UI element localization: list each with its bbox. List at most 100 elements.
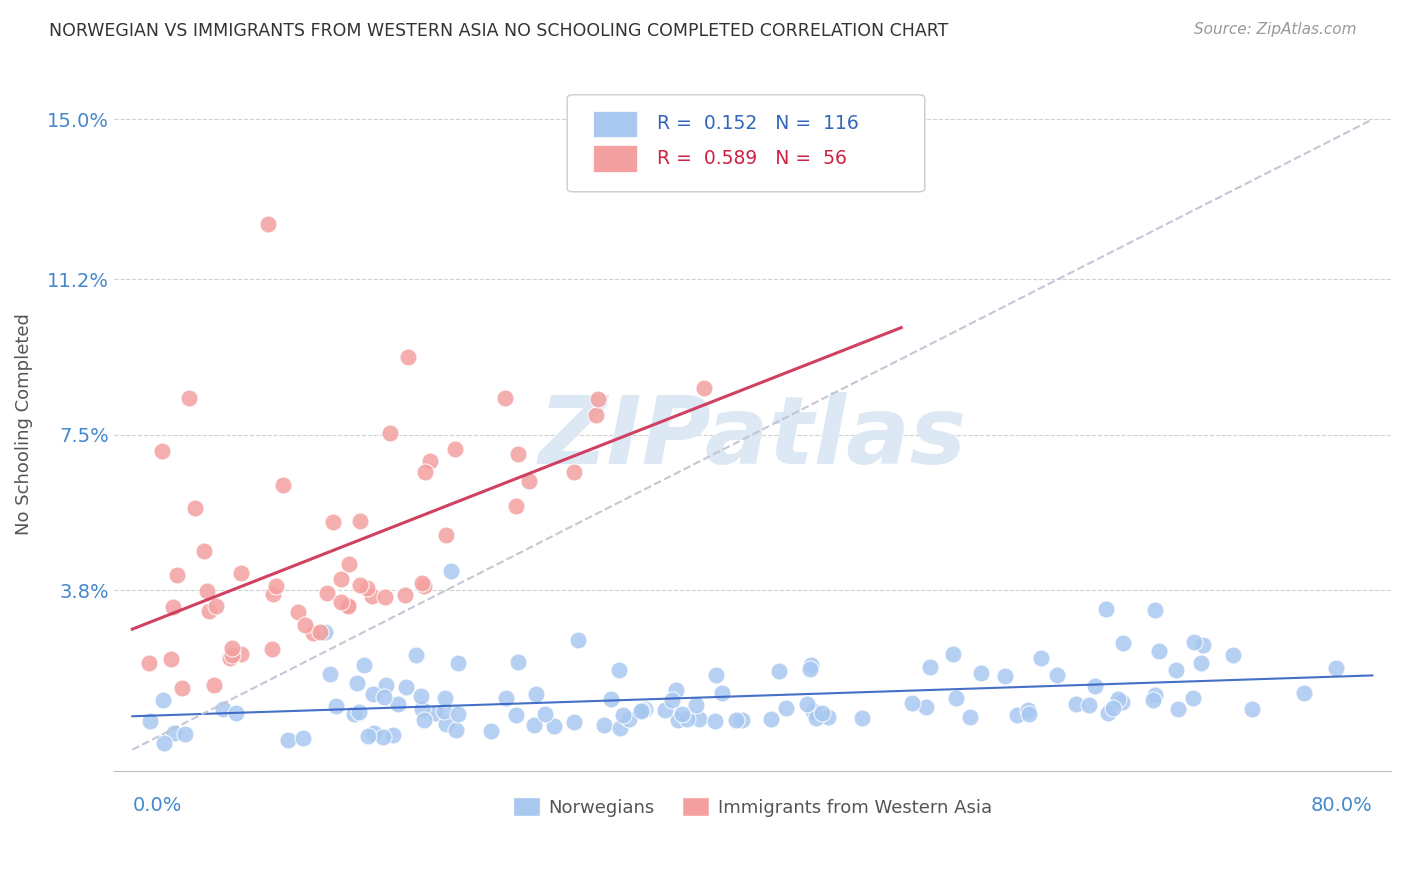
Point xyxy=(543,719,565,733)
Point xyxy=(494,391,516,405)
Point xyxy=(211,702,233,716)
Point xyxy=(1294,685,1316,699)
Point xyxy=(260,642,283,657)
Point xyxy=(357,729,380,743)
Point xyxy=(517,474,540,488)
Point xyxy=(373,690,395,705)
Legend: Norwegians, Immigrants from Western Asia: Norwegians, Immigrants from Western Asia xyxy=(505,790,1000,824)
Point xyxy=(308,625,330,640)
Point xyxy=(599,692,621,706)
Point xyxy=(523,718,546,732)
Point xyxy=(688,712,710,726)
Point xyxy=(375,678,398,692)
Point xyxy=(508,447,530,461)
Point xyxy=(138,656,160,670)
Point xyxy=(153,735,176,749)
Point xyxy=(1164,664,1187,678)
Point xyxy=(1111,695,1133,709)
Point xyxy=(1107,692,1129,706)
Point xyxy=(704,714,727,728)
Point xyxy=(440,564,463,578)
Point xyxy=(1142,693,1164,707)
Point xyxy=(411,702,433,716)
Point xyxy=(349,578,371,592)
Point xyxy=(693,381,716,395)
Point xyxy=(413,713,436,727)
FancyBboxPatch shape xyxy=(567,95,925,192)
Point xyxy=(1192,638,1215,652)
Point xyxy=(162,599,184,614)
Point xyxy=(851,710,873,724)
Point xyxy=(411,576,433,591)
Point xyxy=(479,723,502,738)
Point xyxy=(434,716,457,731)
Point xyxy=(668,714,690,728)
Point xyxy=(412,579,434,593)
Point xyxy=(152,693,174,707)
Point xyxy=(631,703,654,717)
Point xyxy=(170,681,193,695)
Point xyxy=(343,706,366,721)
Point xyxy=(914,699,936,714)
Point xyxy=(806,711,828,725)
Point xyxy=(1031,651,1053,665)
Text: R =  0.589   N =  56: R = 0.589 N = 56 xyxy=(657,149,846,168)
Point xyxy=(221,641,243,656)
Point xyxy=(1017,703,1039,717)
Point xyxy=(444,442,467,456)
Point xyxy=(336,598,359,612)
Point xyxy=(661,693,683,707)
Point xyxy=(271,478,294,492)
Point xyxy=(801,704,824,718)
Point xyxy=(811,706,834,720)
Point xyxy=(330,572,353,586)
Point xyxy=(609,721,631,735)
Point xyxy=(433,704,456,718)
Bar xyxy=(593,111,637,137)
Point xyxy=(506,655,529,669)
Point xyxy=(1241,702,1264,716)
Point xyxy=(330,595,353,609)
Point xyxy=(619,713,641,727)
Point xyxy=(138,714,160,728)
Point xyxy=(419,453,441,467)
Text: ZIPatlas: ZIPatlas xyxy=(538,392,966,484)
Point xyxy=(177,391,200,405)
Text: NORWEGIAN VS IMMIGRANTS FROM WESTERN ASIA NO SCHOOLING COMPLETED CORRELATION CHA: NORWEGIAN VS IMMIGRANTS FROM WESTERN ASI… xyxy=(49,22,949,40)
Point xyxy=(381,728,404,742)
Point xyxy=(361,589,384,603)
Point xyxy=(287,605,309,619)
Point xyxy=(302,626,325,640)
Point xyxy=(256,218,278,232)
Text: R =  0.152   N =  116: R = 0.152 N = 116 xyxy=(657,114,858,134)
Point xyxy=(266,579,288,593)
Point xyxy=(314,624,336,639)
Point xyxy=(612,708,634,723)
Point xyxy=(361,687,384,701)
Point xyxy=(634,702,657,716)
Point xyxy=(970,666,993,681)
Point xyxy=(796,697,818,711)
Y-axis label: No Schooling Completed: No Schooling Completed xyxy=(15,313,32,535)
Point xyxy=(294,618,316,632)
Point xyxy=(761,712,783,726)
Point xyxy=(685,698,707,713)
Point xyxy=(447,707,470,722)
Point xyxy=(562,465,585,479)
Point xyxy=(322,516,344,530)
Point xyxy=(1018,706,1040,721)
Point xyxy=(444,723,467,737)
Point xyxy=(1181,691,1204,706)
Point xyxy=(495,691,517,706)
Point xyxy=(567,633,589,648)
Point xyxy=(349,514,371,528)
Point xyxy=(1182,635,1205,649)
Point xyxy=(768,664,790,678)
Point xyxy=(800,657,823,672)
Point xyxy=(221,648,243,662)
Point xyxy=(346,675,368,690)
Point xyxy=(524,687,547,701)
Point xyxy=(374,591,396,605)
Point xyxy=(1064,698,1087,712)
Point xyxy=(1101,700,1123,714)
